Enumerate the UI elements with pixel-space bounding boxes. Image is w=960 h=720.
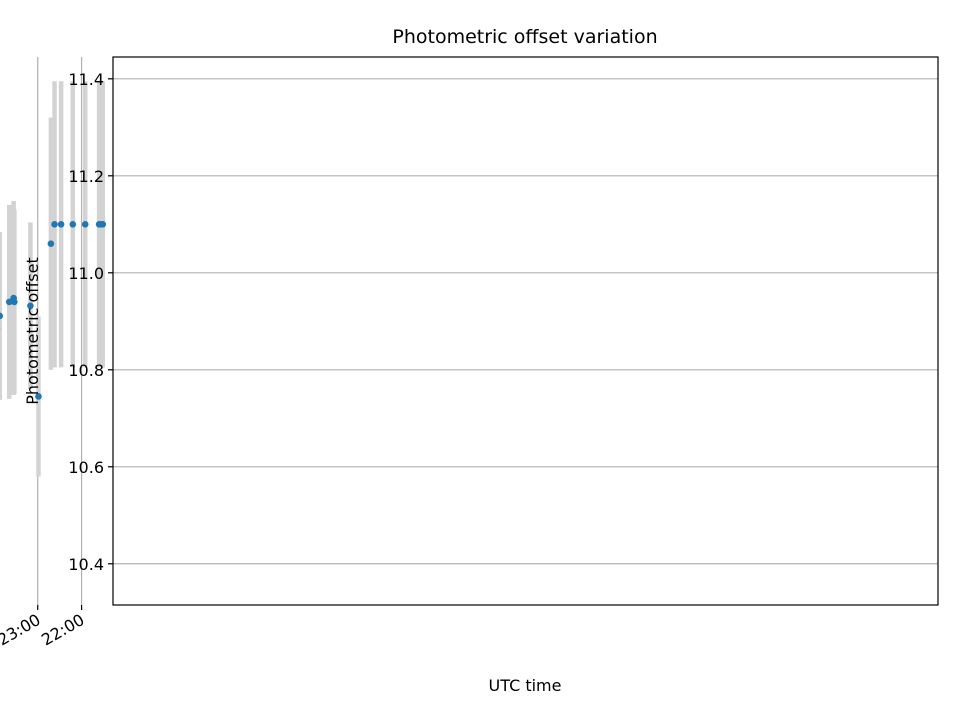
data-point [81,221,89,228]
data-point [10,294,17,302]
y-axis-ticks: 10.4 10.6 10.8 11.0 11.2 11.4 [68,70,113,574]
data-point [0,312,4,320]
y-tick-label: 11.0 [68,264,104,283]
data-point [5,298,13,306]
data-point [47,240,55,248]
chart-title: Photometric offset variation [392,26,657,48]
data-point [51,221,58,228]
plot-frame [112,56,939,606]
plot-area [113,57,938,605]
data-point [57,221,65,228]
data-points [0,221,107,400]
y-tick-label: 10.8 [68,361,104,380]
data-point [27,302,34,310]
y-tick-label: 10.4 [68,555,104,574]
y-tick-label: 11.4 [68,70,104,89]
y-tick-label: 10.6 [68,458,104,477]
data-point [69,221,77,228]
data-point [95,221,103,228]
y-axis-label: Photometric offset [23,257,42,405]
y-tick-label: 11.2 [68,167,104,186]
data-point [35,393,42,400]
x-axis-label: UTC time [489,676,562,695]
